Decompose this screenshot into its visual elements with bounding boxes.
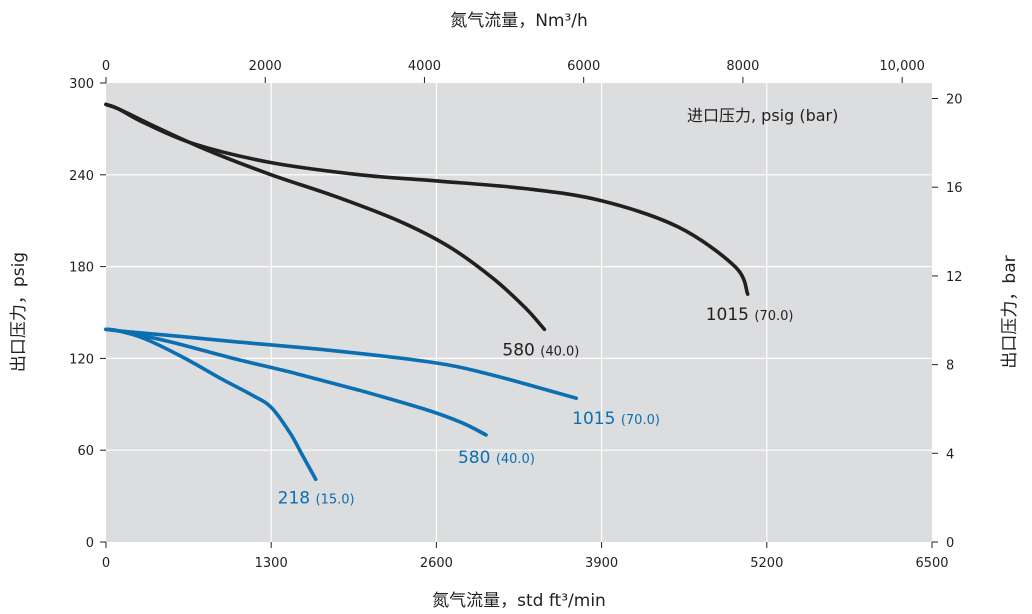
plot-area (106, 83, 932, 542)
y-axis-title-right: 出口压力，bar (1000, 255, 1020, 368)
x-bottom-tick-label: 6500 (915, 556, 948, 571)
series-label-blue-580: 580 (40.0) (458, 448, 535, 468)
x-bottom-tick-label: 2600 (420, 556, 453, 571)
y-left-tick-label: 300 (69, 77, 94, 92)
series-line-blue-1015 (104, 327, 578, 400)
series-line-black-580 (104, 102, 547, 332)
x-top-tick-label: 6000 (567, 59, 600, 74)
y-right-tick-label: 0 (946, 536, 954, 551)
x-bottom-tick-label: 1300 (255, 556, 288, 571)
legend-title: 进口压力, psig (bar) (687, 106, 838, 125)
axis-labels: 氮气流量，Nm³/h 氮气流量，std ft³/min 出口压力，psig 出口… (9, 11, 1020, 611)
x-top-tick-label: 10,000 (879, 59, 925, 74)
series-label-blue-1015: 1015 (70.0) (572, 409, 660, 429)
grid (106, 83, 932, 542)
x-top-tick-label: 8000 (726, 59, 759, 74)
y-left-tick-label: 0 (86, 536, 94, 551)
series-label-black-580: 580 (40.0) (502, 340, 579, 360)
series-label-black-1015: 1015 (70.0) (706, 305, 794, 325)
x-bottom-tick-label: 5200 (750, 556, 783, 571)
y-left-tick-label: 180 (69, 261, 94, 276)
y-left-tick-label: 240 (69, 169, 94, 184)
series-label-blue-218: 218 (15.0) (278, 488, 355, 508)
y-left-tick-label: 120 (69, 352, 94, 367)
y-axis-title-left: 出口压力，psig (9, 252, 29, 372)
y-right-tick-label: 20 (946, 93, 963, 108)
x-top-tick-label: 4000 (408, 59, 441, 74)
series-line-blue-218 (104, 327, 318, 482)
x-bottom-tick-label: 0 (102, 556, 110, 571)
y-right-tick-label: 4 (946, 447, 954, 462)
x-top-tick-label: 0 (102, 59, 110, 74)
y-right-tick-label: 16 (946, 181, 963, 196)
x-axis-title-top: 氮气流量，Nm³/h (450, 11, 588, 31)
y-right-tick-label: 8 (946, 359, 954, 374)
y-right-tick-label: 12 (946, 270, 963, 285)
series-group: 1015 (70.0) 580 (40.0) 1015 (70.0) 580 (40.… (104, 102, 794, 508)
x-top-tick-label: 2000 (249, 59, 282, 74)
x-bottom-tick-label: 3900 (585, 556, 618, 571)
x-axis-title-bottom: 氮气流量，std ft³/min (432, 591, 606, 611)
y-left-tick-label: 60 (77, 444, 94, 459)
